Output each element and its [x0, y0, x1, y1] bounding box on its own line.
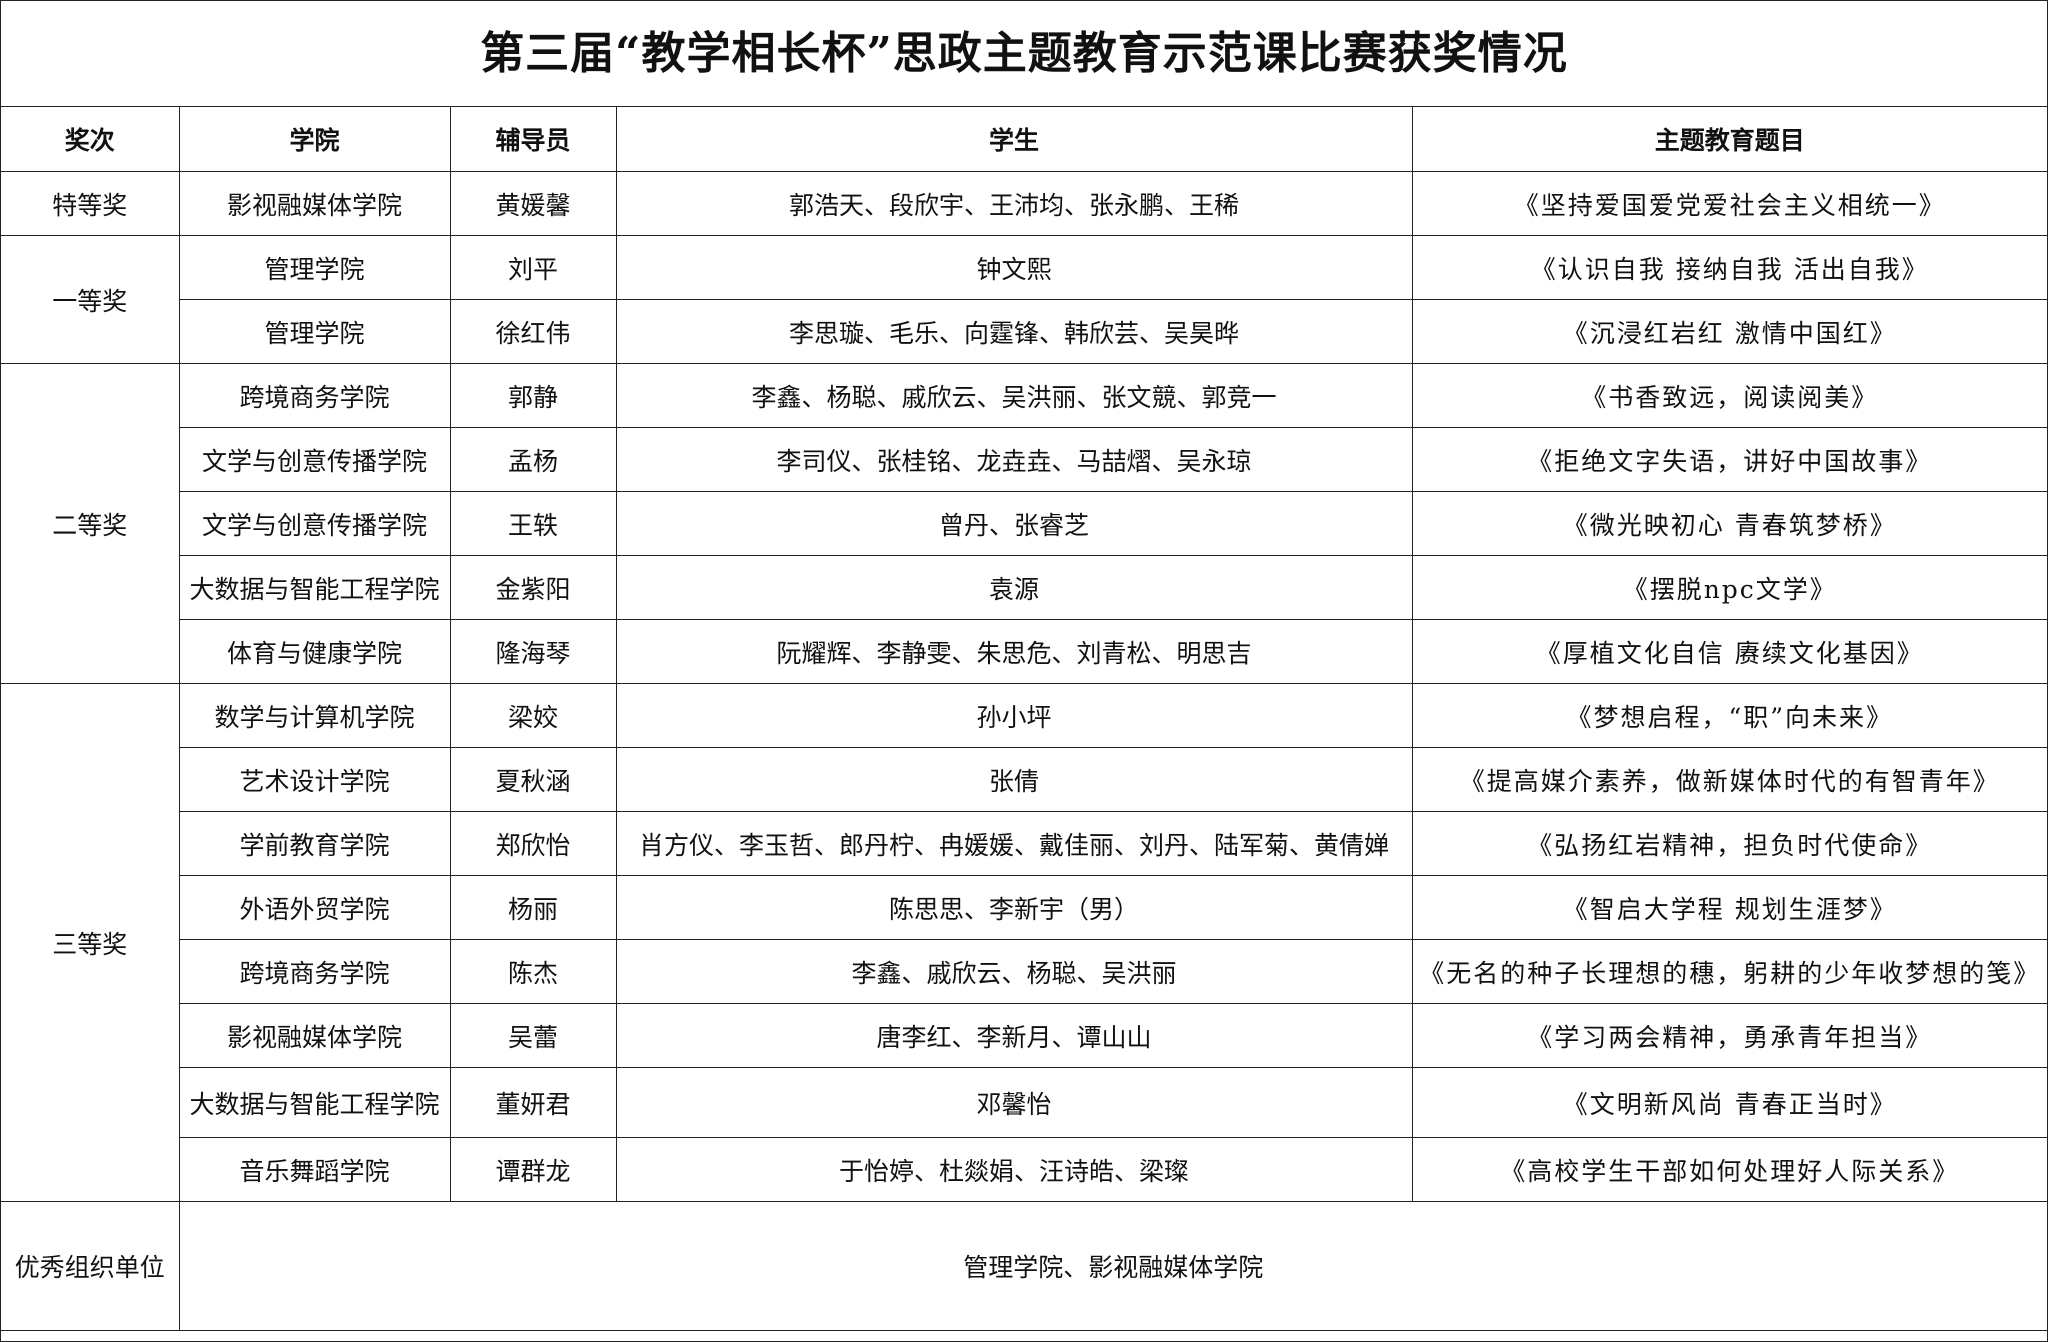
topic-cell: 《学习两会精神，勇承青年担当》 [1411, 1003, 2047, 1068]
table-row: 外语外贸学院 杨丽 陈思思、李新宇（男） 《智启大学程 规划生涯梦》 [1, 875, 2047, 940]
topic-cell: 《摆脱npc文学》 [1411, 555, 2047, 620]
college-cell: 跨境商务学院 [178, 363, 451, 428]
counselor-cell: 陈杰 [449, 939, 617, 1004]
header-award: 奖次 [1, 107, 180, 172]
counselor-cell: 金紫阳 [449, 555, 617, 620]
topic-cell: 《高校学生干部如何处理好人际关系》 [1411, 1137, 2047, 1202]
table-row: 跨境商务学院 陈杰 李鑫、戚欣云、杨聪、吴洪丽 《无名的种子长理想的穗，躬耕的少年收梦… [1, 939, 2047, 1004]
students-cell: 郭浩天、段欣宇、王沛均、张永鹏、王稀 [615, 171, 1413, 236]
college-cell: 文学与创意传播学院 [179, 491, 451, 556]
table-row: 文学与创意传播学院 孟杨 李司仪、张桂铭、龙垚垚、马喆熠、吴永琼 《拒绝文字失语，讲好… [1, 427, 2047, 492]
header-students: 学生 [615, 107, 1413, 172]
topic-cell: 《厚植文化自信 赓续文化基因》 [1411, 619, 2047, 684]
college-cell: 影视融媒体学院 [178, 171, 451, 236]
table-row: 音乐舞蹈学院 谭群龙 于怡婷、杜燚娟、汪诗皓、梁璨 《高校学生干部如何处理好人际关系》 [1, 1137, 2047, 1202]
table-row: 大数据与智能工程学院 金紫阳 袁源 《摆脱npc文学》 [1, 555, 2047, 620]
table-row: 影视融媒体学院 吴蕾 唐李红、李新月、谭山山 《学习两会精神，勇承青年担当》 [1, 1003, 2047, 1068]
college-cell: 体育与健康学院 [179, 619, 451, 684]
college-cell: 外语外贸学院 [179, 875, 451, 940]
students-cell: 李司仪、张桂铭、龙垚垚、马喆熠、吴永琼 [615, 427, 1413, 492]
award-level: 一等奖 [1, 235, 180, 364]
table-row: 三等奖 数学与计算机学院 梁姣 孙小坪 《梦想启程，“职”向未来》 [1, 683, 2047, 1202]
award-level: 二等奖 [1, 363, 180, 684]
counselor-cell: 杨丽 [449, 875, 617, 940]
topic-cell: 《坚持爱国爱党爱社会主义相统一》 [1411, 171, 2047, 236]
college-cell: 管理学院 [179, 299, 451, 364]
college-cell: 跨境商务学院 [179, 939, 451, 1004]
counselor-cell: 刘平 [449, 235, 617, 300]
table-row: 学前教育学院 郑欣怡 肖方仪、李玉哲、郎丹柠、冉媛媛、戴佳丽、刘丹、陆军菊、黄倩婵《… [1, 811, 2047, 876]
topic-cell: 《梦想启程，“职”向未来》 [1411, 683, 2047, 748]
counselor-cell: 吴蕾 [449, 1003, 617, 1068]
students-cell: 钟文熙 [615, 235, 1413, 300]
table-row: 管理学院 徐红伟 李思璇、毛乐、向霆锋、韩欣芸、吴昊晔 《沉浸红岩红 激情中国红》 [1, 299, 2047, 364]
students-cell: 张倩 [615, 747, 1413, 812]
students-cell: 邓馨怡 [615, 1067, 1413, 1138]
counselor-cell: 徐红伟 [449, 299, 617, 364]
table-row: 文学与创意传播学院 王轶 曾丹、张睿芝 《微光映初心 青春筑梦桥》 [1, 491, 2047, 556]
footer-row: 优秀组织单位 管理学院、影视融媒体学院 [1, 1201, 2047, 1331]
college-cell: 音乐舞蹈学院 [179, 1137, 451, 1202]
topic-cell: 《微光映初心 青春筑梦桥》 [1411, 491, 2047, 556]
topic-cell: 《无名的种子长理想的穗，躬耕的少年收梦想的笺》 [1411, 939, 2047, 1004]
footer-label: 优秀组织单位 [1, 1201, 180, 1331]
college-cell: 大数据与智能工程学院 [179, 555, 451, 620]
counselor-cell: 郭静 [449, 363, 617, 428]
students-cell: 于怡婷、杜燚娟、汪诗皓、梁璨 [615, 1137, 1413, 1202]
table-row: 二等奖 跨境商务学院 郭静 李鑫、杨聪、戚欣云、吴洪丽、张文競、郭竞一 《书香致远，阅读… [1, 363, 2047, 684]
counselor-cell: 王轶 [449, 491, 617, 556]
table-row: 一等奖 管理学院 刘平 钟文熙 《认识自我 接纳自我 活出自我》 [1, 235, 2047, 364]
counselor-cell: 孟杨 [449, 427, 617, 492]
college-cell: 数学与计算机学院 [178, 683, 451, 748]
header-row: 奖次 学院 辅导员 学生 主题教育题目 [1, 107, 2047, 172]
counselor-cell: 黄媛馨 [449, 171, 617, 236]
counselor-cell: 隆海琴 [449, 619, 617, 684]
header-college: 学院 [178, 107, 451, 172]
students-cell: 李鑫、杨聪、戚欣云、吴洪丽、张文競、郭竞一 [615, 363, 1413, 428]
table-row: 特等奖 影视融媒体学院 黄媛馨 郭浩天、段欣宇、王沛均、张永鹏、王稀 《坚持爱国爱党爱社… [1, 171, 2047, 236]
topic-cell: 《提高媒介素养，做新媒体时代的有智青年》 [1411, 747, 2047, 812]
header-topic: 主题教育题目 [1411, 107, 2047, 172]
students-cell: 李思璇、毛乐、向霆锋、韩欣芸、吴昊晔 [615, 299, 1413, 364]
counselor-cell: 董妍君 [449, 1067, 617, 1138]
students-cell: 曾丹、张睿芝 [615, 491, 1413, 556]
topic-cell: 《拒绝文字失语，讲好中国故事》 [1411, 427, 2047, 492]
table-row: 艺术设计学院 夏秋涵 张倩 《提高媒介素养，做新媒体时代的有智青年》 [1, 747, 2047, 812]
college-cell: 学前教育学院 [179, 811, 451, 876]
counselor-cell: 梁姣 [449, 683, 617, 748]
footer-value: 管理学院、影视融媒体学院 [178, 1201, 2047, 1331]
college-cell: 文学与创意传播学院 [179, 427, 451, 492]
students-cell: 唐李红、李新月、谭山山 [615, 1003, 1413, 1068]
college-cell: 管理学院 [178, 235, 451, 300]
students-cell: 陈思思、李新宇（男） [615, 875, 1413, 940]
table-row: 体育与健康学院 隆海琴 阮耀辉、李静雯、朱思危、刘青松、明思吉 《厚植文化自信 赓续文… [1, 619, 2047, 684]
page-title: 第三届“教学相长杯”思政主题教育示范课比赛获奖情况 [1, 1, 2047, 107]
award-level: 三等奖 [1, 683, 180, 1202]
topic-cell: 《弘扬红岩精神，担负时代使命》 [1411, 811, 2047, 876]
students-cell: 孙小坪 [615, 683, 1413, 748]
award-level: 特等奖 [1, 171, 180, 236]
students-cell: 肖方仪、李玉哲、郎丹柠、冉媛媛、戴佳丽、刘丹、陆军菊、黄倩婵 [615, 811, 1413, 876]
students-cell: 袁源 [615, 555, 1413, 620]
college-cell: 大数据与智能工程学院 [179, 1067, 451, 1138]
topic-cell: 《智启大学程 规划生涯梦》 [1411, 875, 2047, 940]
awards-table: 奖次 学院 辅导员 学生 主题教育题目 特等奖 影视融媒体学院 黄媛馨 郭浩天、段欣宇… [1, 107, 2047, 1331]
college-cell: 艺术设计学院 [179, 747, 451, 812]
topic-cell: 《沉浸红岩红 激情中国红》 [1411, 299, 2047, 364]
counselor-cell: 夏秋涵 [449, 747, 617, 812]
header-counselor: 辅导员 [449, 107, 617, 172]
students-cell: 李鑫、戚欣云、杨聪、吴洪丽 [615, 939, 1413, 1004]
counselor-cell: 谭群龙 [449, 1137, 617, 1202]
college-cell: 影视融媒体学院 [179, 1003, 451, 1068]
table-row: 大数据与智能工程学院 董妍君 邓馨怡 《文明新风尚 青春正当时》 [1, 1067, 2047, 1138]
students-cell: 阮耀辉、李静雯、朱思危、刘青松、明思吉 [615, 619, 1413, 684]
topic-cell: 《认识自我 接纳自我 活出自我》 [1411, 235, 2047, 300]
topic-cell: 《书香致远，阅读阅美》 [1411, 363, 2047, 428]
counselor-cell: 郑欣怡 [449, 811, 617, 876]
topic-cell: 《文明新风尚 青春正当时》 [1411, 1067, 2047, 1138]
